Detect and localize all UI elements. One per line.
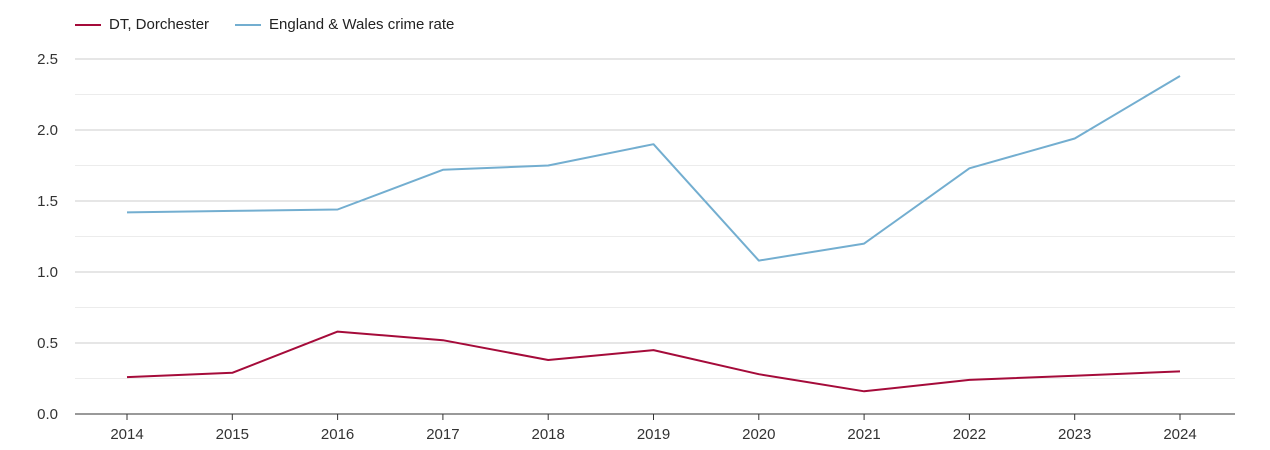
x-tick-label: 2024 xyxy=(1163,426,1196,443)
y-tick-label: 0.0 xyxy=(37,406,58,423)
x-tick-label: 2016 xyxy=(321,426,354,443)
legend: DT, Dorchester England & Wales crime rat… xyxy=(75,16,454,33)
legend-label-england-wales: England & Wales crime rate xyxy=(269,16,455,33)
y-tick-label: 2.0 xyxy=(37,122,58,139)
y-tick-label: 0.5 xyxy=(37,335,58,352)
x-tick-label: 2023 xyxy=(1058,426,1091,443)
x-tick-label: 2021 xyxy=(847,426,880,443)
legend-item-dorchester: DT, Dorchester xyxy=(75,16,209,33)
series-line-dorchester xyxy=(126,330,1181,393)
x-tick-label: 2014 xyxy=(110,426,143,443)
y-tick-label: 1.0 xyxy=(37,264,58,281)
x-tick-label: 2022 xyxy=(953,426,986,443)
legend-swatch-england-wales xyxy=(235,23,262,26)
y-tick-label: 1.5 xyxy=(37,193,58,210)
series-line-england-wales xyxy=(126,75,1181,262)
x-tick-label: 2015 xyxy=(216,426,249,443)
legend-swatch-dorchester xyxy=(75,23,101,26)
x-tick-label: 2020 xyxy=(742,426,775,443)
x-tick-label: 2018 xyxy=(532,426,565,443)
y-tick-label: 2.5 xyxy=(37,51,58,68)
legend-label-dorchester: DT, Dorchester xyxy=(109,16,210,33)
x-tick-label: 2019 xyxy=(637,426,670,443)
x-tick-label: 2017 xyxy=(426,426,459,443)
legend-item-england-wales: England & Wales crime rate xyxy=(235,16,454,33)
